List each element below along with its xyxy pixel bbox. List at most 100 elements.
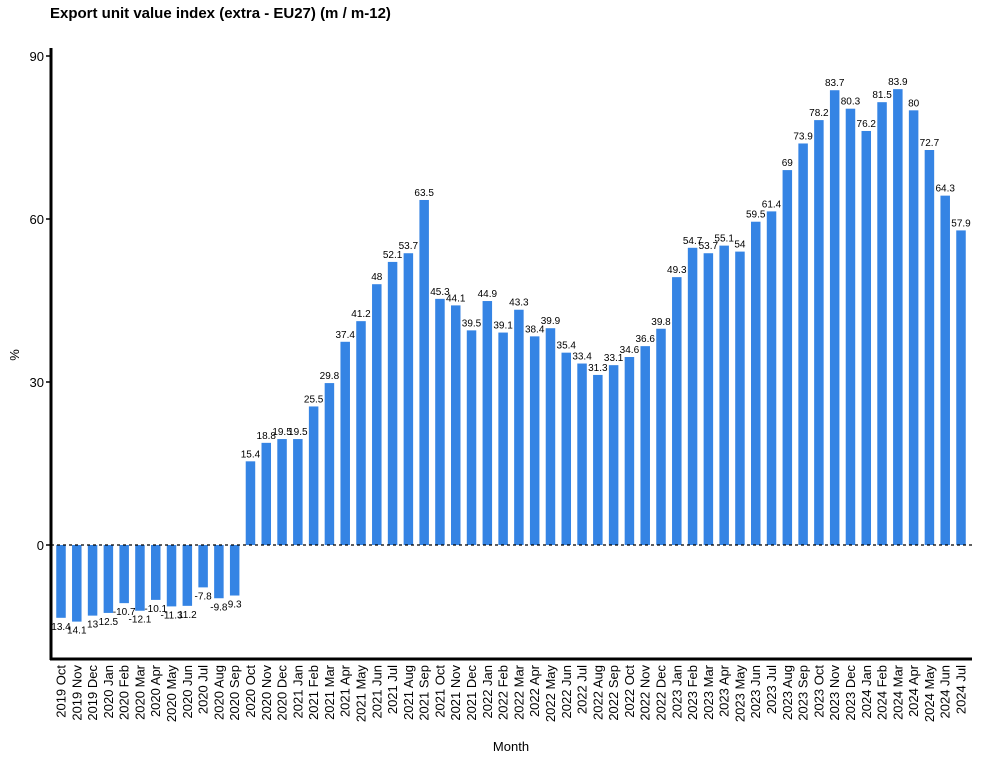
bar	[845, 108, 856, 545]
data-labels: 13.414.113 12.5-10.7-12.1-10.1-11.311.2 -7…	[51, 77, 971, 636]
data-label: 49.3	[667, 265, 687, 276]
bar	[372, 284, 382, 545]
bar	[229, 545, 240, 596]
x-tick-label: 2022 Jul	[575, 665, 590, 714]
data-label: 9.3	[228, 600, 242, 611]
bar	[719, 245, 729, 545]
bar	[656, 328, 666, 545]
bar	[482, 301, 493, 545]
data-label: 33.4	[572, 352, 592, 363]
x-tick-label: 2022 May	[543, 665, 558, 723]
x-tick-label: 2023 Aug	[780, 665, 795, 720]
x-tick-label: 2021 Jun	[369, 665, 384, 719]
x-tick-label: 2023 Jul	[764, 665, 779, 714]
bar	[956, 230, 966, 545]
data-label: -11.3	[160, 610, 182, 621]
data-label: -10.7	[113, 607, 136, 618]
data-label: 34.6	[620, 345, 640, 356]
x-tick-label: 2024 Jul	[954, 665, 969, 714]
bar	[829, 90, 840, 545]
bar	[72, 545, 82, 622]
bar	[893, 89, 903, 545]
x-tick-label: 2023 Mar	[701, 664, 716, 720]
x-tick-label: 2024 Jun	[938, 665, 953, 719]
bar	[640, 346, 650, 545]
bar	[435, 298, 445, 545]
bar	[861, 130, 872, 546]
bar	[561, 352, 572, 545]
data-label: 31.3	[588, 363, 608, 374]
x-tick-label: 2019 Dec	[85, 665, 100, 721]
data-label: 15.4	[241, 449, 261, 460]
data-label: 33.1	[604, 353, 624, 364]
data-label: 69	[782, 158, 794, 169]
bar	[545, 328, 556, 545]
x-tick-label: 2020 May	[164, 665, 179, 723]
bar	[150, 545, 161, 600]
x-tick-label: 2021 Feb	[306, 665, 321, 720]
x-tick-label: 2020 Jun	[180, 665, 195, 719]
x-tick-label: 2020 Mar	[132, 664, 147, 720]
data-label: 55.1	[714, 234, 734, 245]
bar	[103, 545, 114, 613]
x-tick-label: 2022 Aug	[590, 665, 605, 720]
x-tick-label: 2023 Dec	[843, 665, 858, 721]
x-tick-label: 2024 Jan	[859, 665, 874, 719]
data-label: 39.8	[651, 317, 671, 328]
bar	[498, 332, 508, 545]
data-label: 63.5	[414, 188, 434, 199]
x-tick-label: 2020 Jul	[196, 665, 211, 714]
data-label: 78.2	[809, 108, 829, 119]
bar	[419, 199, 429, 546]
data-label: 48	[371, 272, 383, 283]
bar	[877, 102, 887, 546]
bar	[293, 439, 303, 545]
x-tick-label: 2021 Dec	[464, 665, 479, 721]
y-tick-label: 90	[30, 49, 44, 64]
x-tick-label: 2021 Nov	[448, 665, 463, 721]
data-label: 80	[908, 98, 920, 109]
data-label: 44.1	[446, 293, 466, 304]
bar	[750, 221, 761, 545]
x-tick-label: 2024 Mar	[890, 664, 905, 720]
data-label: 59.5	[746, 210, 766, 221]
bar	[814, 120, 824, 546]
x-tick-label: 2019 Oct	[54, 665, 69, 718]
data-label: 72.7	[920, 138, 940, 149]
x-tick-label: 2021 Sep	[417, 665, 432, 721]
data-label: -7.8	[194, 591, 212, 602]
x-tick-label: 2020 Apr	[148, 664, 163, 717]
data-label: 83.9	[888, 77, 908, 88]
bar	[672, 277, 682, 545]
data-label: 76.2	[857, 119, 877, 130]
data-label: 54.7	[683, 236, 703, 247]
data-label: 73.9	[793, 131, 813, 142]
data-label: 29.8	[320, 371, 340, 382]
x-tick-label: 2019 Nov	[69, 665, 84, 721]
x-tick-label: 2023 Sep	[796, 665, 811, 721]
x-tick-label: 2022 Mar	[511, 664, 526, 720]
bar	[87, 545, 98, 616]
data-label: 41.2	[351, 309, 371, 320]
data-label: 43.3	[509, 298, 529, 309]
x-tick-label: 2022 Oct	[622, 665, 637, 718]
x-tick-label: 2020 Nov	[259, 665, 274, 721]
data-label: 35.4	[557, 341, 577, 352]
data-label: 81.5	[872, 90, 892, 101]
x-tick-label: 2023 Nov	[827, 665, 842, 721]
x-tick-label: 2022 Sep	[606, 665, 621, 721]
y-ticks: 0 30 60 90	[30, 49, 51, 553]
bar	[466, 330, 477, 545]
data-label: 64.3	[935, 184, 955, 195]
data-label: 18.8	[257, 431, 277, 442]
bar	[135, 545, 145, 611]
x-tick-label: 2021 Jan	[290, 665, 305, 719]
bar	[214, 545, 224, 599]
data-label: 61.4	[762, 199, 782, 210]
x-tick-label: 2022 Feb	[496, 665, 511, 720]
bar	[277, 439, 287, 545]
data-label: 25.5	[304, 394, 324, 405]
bar	[703, 253, 714, 546]
x-tick-label: 2024 May	[922, 665, 937, 723]
data-label: 12.5	[99, 617, 119, 628]
